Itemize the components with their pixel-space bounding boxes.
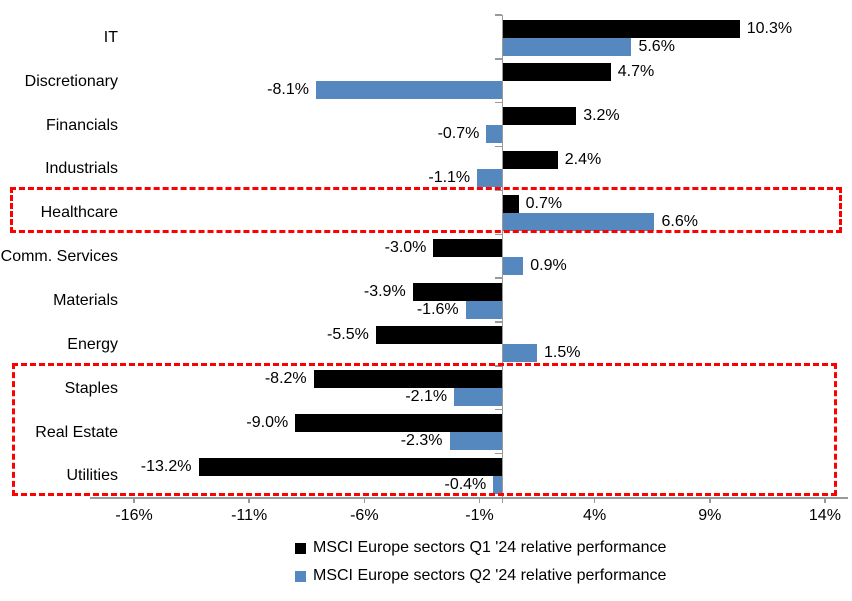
bar-q1	[502, 194, 519, 213]
bar-q2	[465, 300, 503, 319]
x-tick-mark	[133, 497, 135, 504]
data-label: -8.1%	[267, 81, 309, 99]
data-label: 6.6%	[661, 212, 698, 230]
bar-q2	[454, 388, 503, 407]
legend-item-q1: MSCI Europe sectors Q1 '24 relative perf…	[295, 537, 666, 559]
x-tick-mark	[593, 497, 596, 504]
category-label: IT	[103, 28, 118, 46]
data-label: -9.0%	[246, 414, 289, 432]
data-label: -5.5%	[327, 326, 369, 344]
bar-q1	[295, 414, 503, 433]
data-label: 4.7%	[617, 63, 655, 81]
category-label: Industrials	[45, 160, 118, 178]
data-label: 3.2%	[583, 107, 620, 125]
data-label: 2.4%	[564, 151, 602, 169]
legend-swatch-q2-icon	[295, 570, 306, 582]
x-tick-label: -11%	[231, 507, 268, 525]
data-label: -13.2%	[140, 458, 192, 475]
category-tick-mark	[495, 452, 502, 455]
legend-item-q2: MSCI Europe sectors Q2 '24 relative perf…	[295, 565, 666, 587]
category-tick-mark	[495, 277, 502, 279]
legend-label-q2: MSCI Europe sectors Q2 '24 relative perf…	[313, 567, 667, 584]
category-label: Discretionary	[24, 72, 118, 90]
data-label: -3.0%	[384, 238, 427, 256]
data-label: -0.4%	[444, 476, 487, 493]
category-tick-mark	[495, 14, 502, 16]
category-label: Utilities	[66, 467, 118, 485]
data-label: -0.7%	[437, 125, 480, 143]
x-tick-mark	[709, 497, 711, 504]
category-axis-line	[90, 497, 848, 499]
data-label: -1.1%	[428, 169, 471, 187]
x-tick-mark	[478, 497, 481, 504]
bar-q1	[313, 370, 503, 389]
bar-q2	[315, 81, 503, 100]
x-tick-label: 4%	[583, 507, 607, 525]
x-tick-label: -16%	[115, 507, 153, 525]
category-label: Energy	[67, 335, 118, 353]
bar-q1	[412, 282, 503, 301]
category-tick-mark	[495, 321, 502, 323]
category-label: Real Estate	[35, 423, 118, 441]
bar-q1	[502, 19, 740, 38]
category-tick-mark	[495, 101, 502, 104]
category-label: Financials	[45, 116, 118, 134]
x-tick-mark	[824, 497, 826, 504]
data-label: -8.2%	[264, 370, 307, 388]
category-tick-mark	[495, 365, 502, 367]
bar-q1	[375, 326, 503, 345]
data-label: -3.9%	[363, 282, 406, 300]
bar-q1	[433, 238, 503, 257]
category-tick-mark	[495, 145, 502, 148]
legend: MSCI Europe sectors Q1 '24 relative perf…	[295, 537, 666, 593]
legend-label-q1: MSCI Europe sectors Q1 '24 relative perf…	[313, 539, 667, 556]
data-label: -2.3%	[400, 432, 443, 450]
data-label: -2.1%	[405, 388, 448, 406]
bar-q1	[502, 151, 558, 170]
bar-q2	[493, 476, 503, 494]
healthcare-highlight	[10, 187, 842, 234]
bar-q2	[502, 212, 655, 231]
x-tick-label: -1%	[465, 507, 494, 525]
data-label: 5.6%	[638, 37, 675, 55]
data-label: 0.7%	[525, 194, 563, 212]
bar-q2	[486, 125, 503, 144]
bar-q1	[502, 107, 577, 126]
category-label: Staples	[64, 379, 118, 397]
bar-q1	[502, 63, 611, 82]
x-tick-mark	[363, 497, 366, 504]
bar-q2	[477, 169, 503, 188]
bar-q1	[198, 458, 503, 476]
data-label: 1.5%	[544, 344, 581, 362]
category-label: Materials	[53, 292, 118, 310]
data-label: -1.6%	[416, 300, 459, 318]
bar-q2	[502, 344, 538, 363]
category-tick-mark	[495, 58, 502, 60]
bar-q2	[449, 432, 503, 451]
data-label: 0.9%	[530, 256, 567, 274]
x-tick-label: 14%	[808, 507, 841, 525]
bar-q2	[502, 256, 524, 275]
defensives-highlight	[12, 362, 837, 497]
bar-q2	[502, 37, 632, 56]
category-label: Healthcare	[40, 204, 118, 222]
category-tick-mark	[495, 408, 502, 411]
category-tick-mark	[495, 189, 502, 192]
x-tick-mark	[248, 497, 250, 504]
legend-swatch-q1-icon	[295, 542, 306, 554]
data-label: 10.3%	[746, 19, 793, 37]
x-tick-label: 9%	[698, 507, 722, 525]
category-label: Comm. Services	[0, 248, 118, 266]
x-tick-label: -6%	[350, 507, 379, 525]
category-tick-mark	[495, 233, 502, 235]
value-axis-line	[501, 15, 504, 504]
